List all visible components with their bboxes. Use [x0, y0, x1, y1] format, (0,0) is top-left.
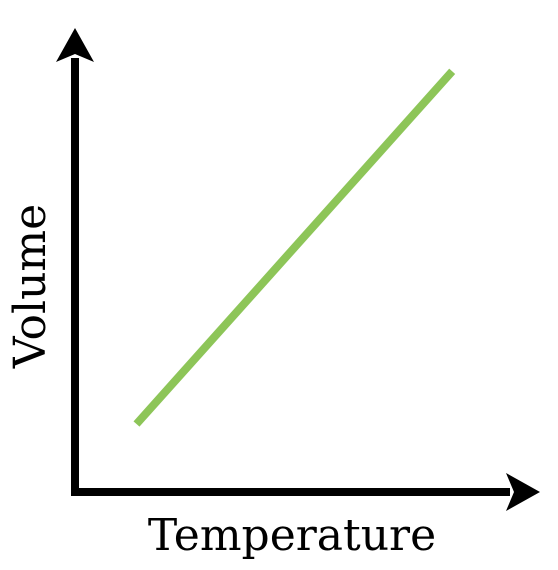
series-layer — [137, 71, 453, 424]
y-axis-label: Volume — [5, 204, 56, 369]
x-axis-arrowhead — [506, 473, 540, 511]
y-axis — [56, 28, 94, 496]
series-line-0 — [137, 71, 453, 424]
y-axis-arrowhead — [56, 28, 94, 62]
x-axis — [71, 473, 540, 511]
x-axis-label: Temperature — [148, 510, 436, 561]
